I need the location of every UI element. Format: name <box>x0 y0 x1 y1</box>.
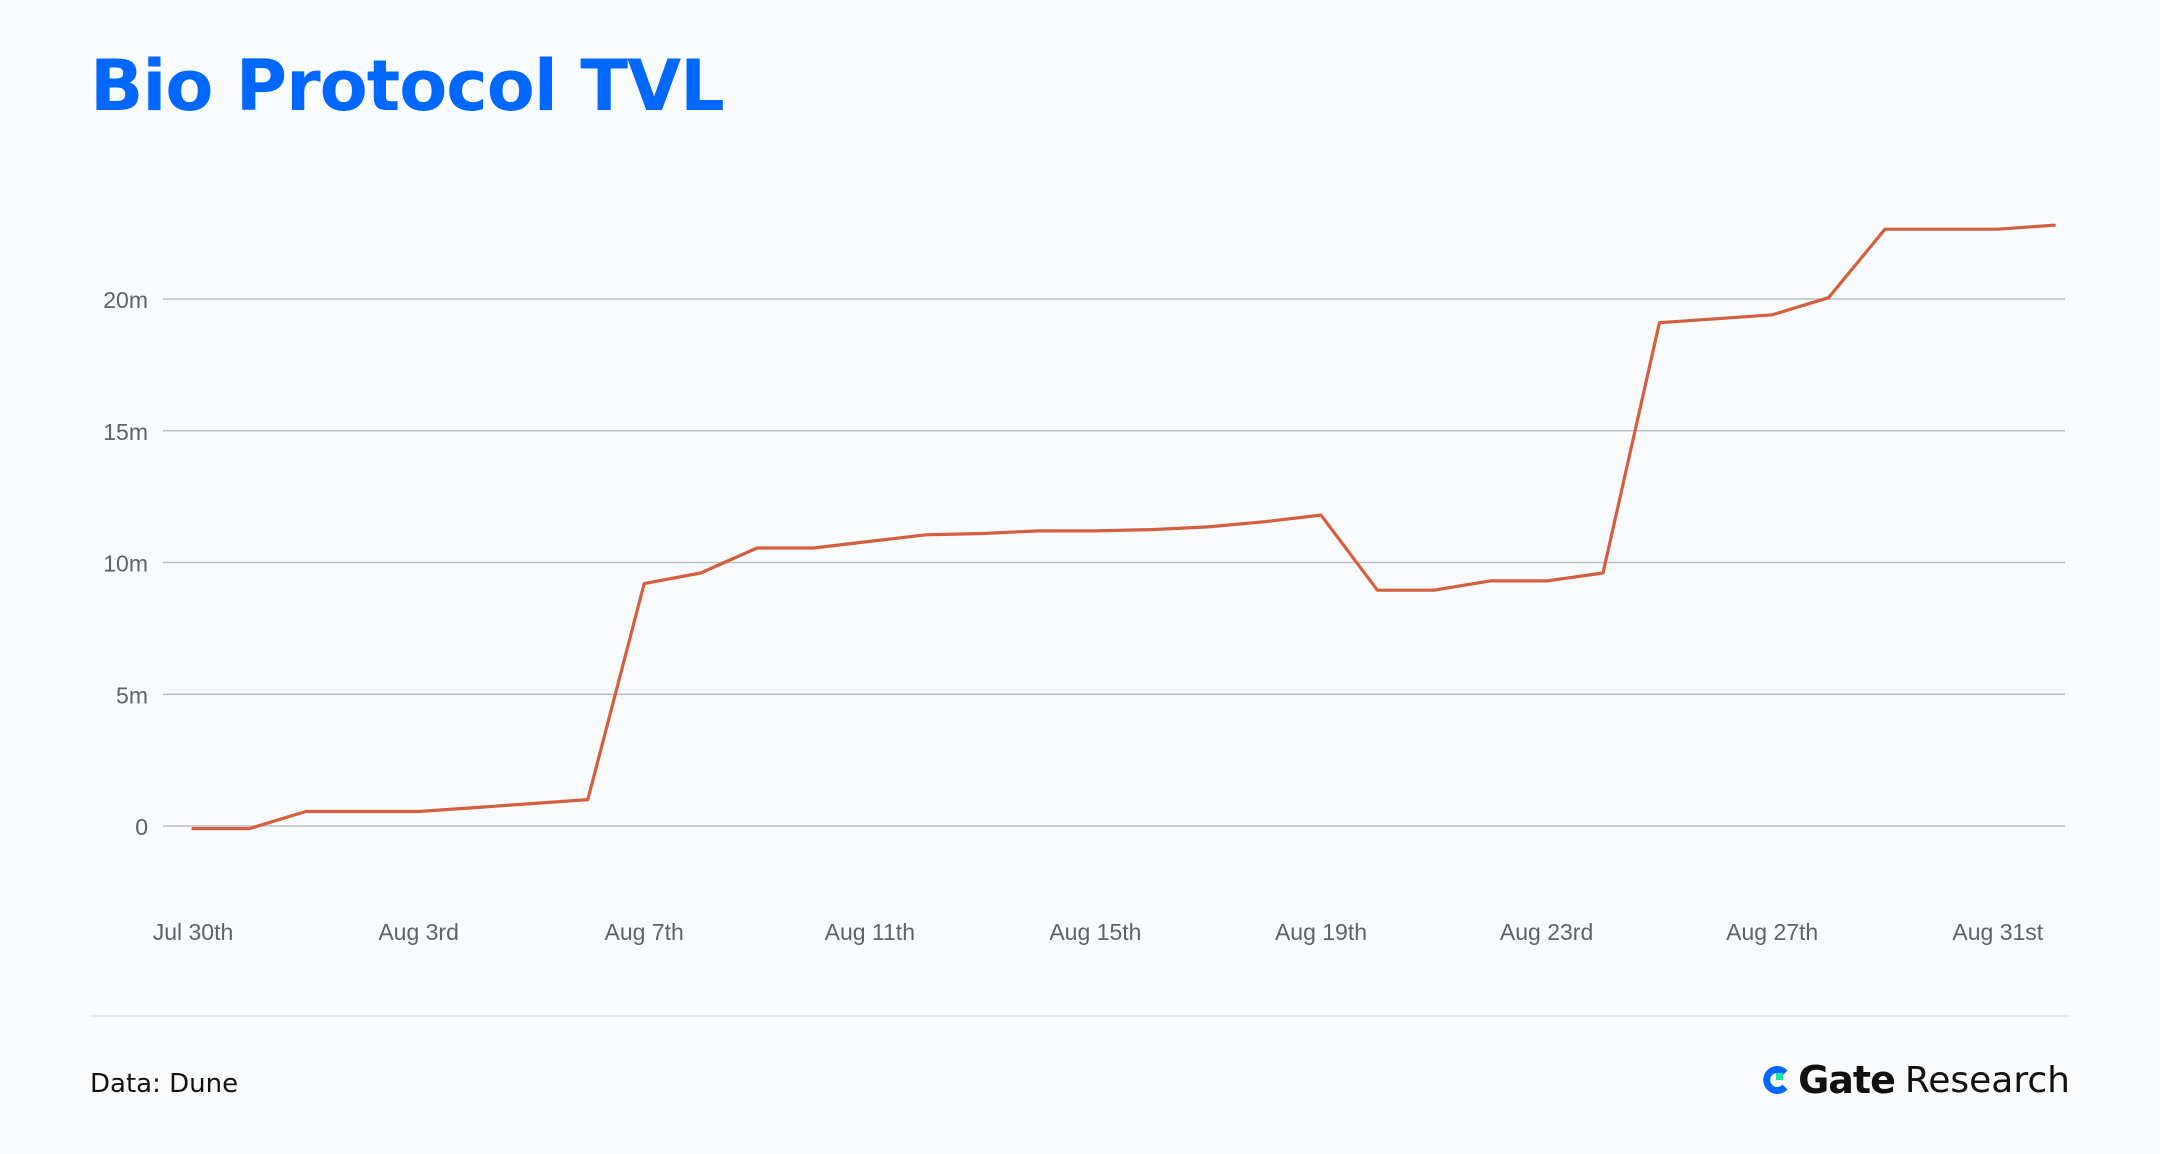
gridlines <box>163 298 2065 827</box>
x-tick-label: Aug 23rd <box>1500 919 1593 945</box>
brand-logo: Gate Research <box>1756 1058 2070 1102</box>
x-tick-label: Jul 30th <box>153 919 234 945</box>
x-tick-label: Aug 3rd <box>378 919 459 945</box>
y-tick-label: 0 <box>135 814 148 840</box>
x-tick-label: Aug 31st <box>1952 919 2043 945</box>
footer-divider <box>90 1015 2070 1017</box>
gate-logo-icon <box>1763 1066 1788 1094</box>
line-chart: 0 5m 10m 15m 20m Jul 30th Aug 3rd Aug 7th Aug 1… <box>103 223 2065 945</box>
brand-suffix: Research <box>1904 1059 2070 1101</box>
series-line-tvl <box>191 223 2056 831</box>
x-tick-label: Aug 19th <box>1275 919 1367 945</box>
x-tick-label: Aug 7th <box>605 919 684 945</box>
chart-title: Bio Protocol TVL <box>90 45 725 127</box>
data-source-label: Data: Dune <box>90 1069 239 1099</box>
brand-name: Gate <box>1798 1058 1896 1102</box>
y-tick-label: 20m <box>103 287 148 313</box>
y-tick-label: 10m <box>103 551 148 577</box>
y-tick-label: 5m <box>116 682 148 708</box>
x-tick-label: Aug 15th <box>1049 919 1141 945</box>
y-axis-tick-labels: 0 5m 10m 15m 20m <box>103 287 148 840</box>
x-tick-label: Aug 11th <box>825 919 915 945</box>
x-tick-label: Aug 27th <box>1726 919 1818 945</box>
series-lines <box>191 223 2056 831</box>
y-tick-label: 15m <box>103 419 148 445</box>
x-axis-tick-labels: Jul 30th Aug 3rd Aug 7th Aug 11th Aug 15th Au… <box>153 919 2044 945</box>
